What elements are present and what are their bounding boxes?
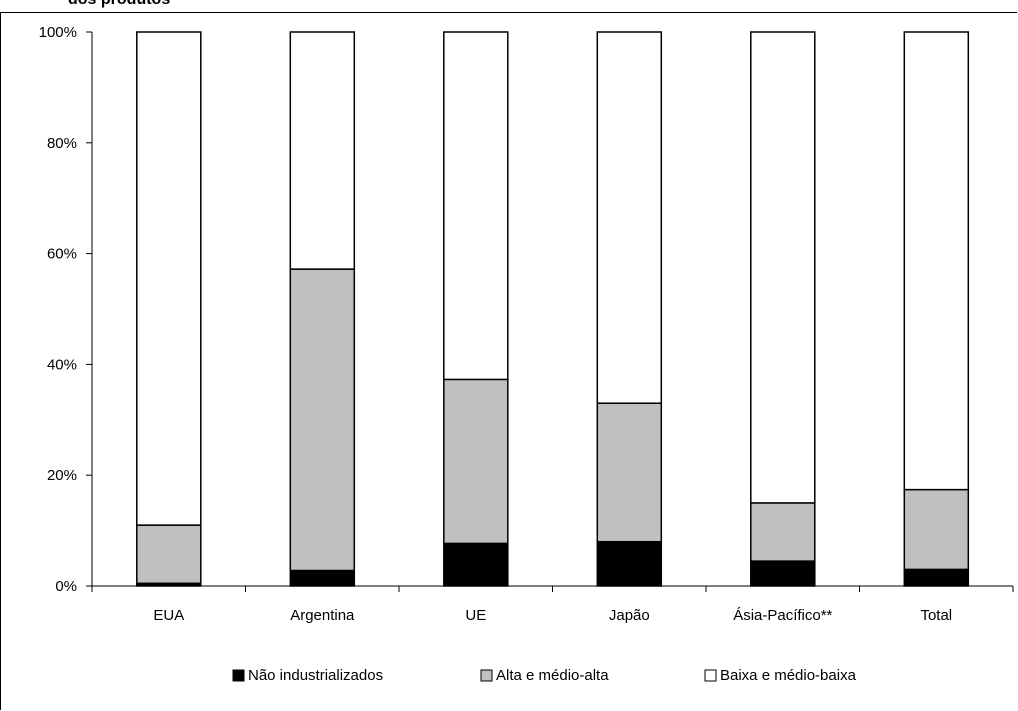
- bar-segment: [289, 268, 356, 572]
- x-tick-label: Japão: [609, 607, 650, 624]
- legend-label: Alta e médio-alta: [496, 667, 609, 684]
- legend-swatch: [480, 669, 493, 682]
- bar-segment: [750, 31, 816, 504]
- bar-segment: [443, 378, 509, 545]
- x-tick-label: Argentina: [290, 607, 355, 624]
- bar-segment: [443, 31, 509, 381]
- y-tick-label: 20%: [47, 467, 77, 484]
- y-tick-label: 0%: [55, 578, 77, 595]
- bar-segment: [289, 569, 356, 587]
- bar-segment: [903, 31, 970, 491]
- legend-swatch: [704, 669, 717, 682]
- y-tick-label: 100%: [39, 24, 77, 41]
- bar-segment: [289, 31, 356, 270]
- chart-frame: [0, 12, 1017, 710]
- y-tick-label: 60%: [47, 246, 77, 263]
- legend-swatch: [232, 669, 245, 682]
- axes-group: EUA Argentina UE Japão Ásia-Pacífico** Total 0…: [39, 24, 1014, 624]
- bar-segment: [903, 488, 970, 571]
- bar-segment: [596, 402, 663, 543]
- chart-title: dos produtos: [68, 0, 170, 9]
- x-tick-label: Ásia-Pacífico**: [733, 607, 832, 624]
- x-tick-label: EUA: [153, 607, 184, 624]
- bar-segment: [596, 31, 663, 404]
- bar-segment: [596, 540, 663, 587]
- bar-segment: [903, 568, 970, 587]
- legend-group: Não industrializados Alta e médio-alta Bai…: [232, 667, 857, 684]
- legend-label: Não industrializados: [248, 667, 383, 684]
- bar-segment: [750, 502, 816, 562]
- x-tick-label: UE: [465, 607, 486, 624]
- bar-segment: [136, 31, 202, 526]
- bars-group: [136, 31, 970, 587]
- y-tick-label: 40%: [47, 356, 77, 373]
- bar-segment: [443, 542, 509, 587]
- legend-label: Baixa e médio-baixa: [720, 667, 857, 684]
- y-tick-label: 80%: [47, 135, 77, 152]
- bar-segment: [136, 524, 202, 585]
- bar-segment: [750, 560, 816, 587]
- x-tick-label: Total: [920, 607, 952, 624]
